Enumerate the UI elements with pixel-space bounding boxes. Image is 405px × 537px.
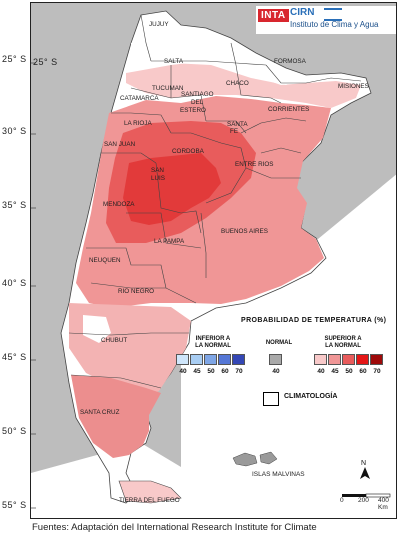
legend-value-below-70: 70: [235, 368, 243, 375]
legend-swatch-normal-40: [269, 354, 282, 365]
label-corrientes: CORRIENTES: [268, 106, 309, 113]
legend-value-below-60: 60: [221, 368, 229, 375]
label-jujuy: JUJUY: [149, 21, 169, 28]
legend-value-below-50: 50: [207, 368, 215, 375]
label-san-juan: SAN JUAN: [104, 141, 136, 148]
label-entre-rios: ENTRE RIOS: [235, 161, 274, 168]
latitude-ticks: [31, 62, 36, 509]
label-la-pampa: LA PAMPA: [154, 238, 185, 245]
lat-label-45s: 45° S: [2, 352, 27, 362]
legend-title: PROBABILIDAD DE TEMPERATURA (%): [241, 317, 387, 324]
label-santa-fe-1: SANTA: [227, 121, 248, 128]
label-catamarca: CATAMARCA: [120, 95, 159, 102]
legend-swatch-below-40: [176, 354, 189, 365]
legend-above-line1: SUPERIOR A: [324, 336, 362, 342]
wave-icon: [324, 8, 342, 21]
legend-swatch-below-70: [232, 354, 245, 365]
lat-label-55s: 55° S: [2, 500, 27, 510]
lat-label-40s: 40° S: [2, 278, 27, 288]
legend-value-below-40: 40: [179, 368, 187, 375]
label-tierra-del-fuego: TIERRA DEL FUEGO: [119, 497, 180, 504]
argentina-map: JUJUY SALTA FORMOSA CHACO MISIONES CATAM…: [31, 3, 396, 518]
legend-value-above-60: 60: [359, 368, 367, 375]
lat-label-35s: 35° S: [2, 200, 27, 210]
atlantic-ocean-south: [181, 243, 396, 518]
legend-swatch-above-60: [356, 354, 369, 365]
scale-label-0: 0: [340, 497, 344, 504]
label-santa-cruz: SANTA CRUZ: [80, 409, 120, 416]
legend-value-normal-40: 40: [272, 368, 280, 375]
legend-above-line2: LA NORMAL: [325, 343, 361, 349]
scale-label-200: 200: [358, 497, 369, 504]
legend-swatch-above-40: [314, 354, 327, 365]
legend-swatch-below-50: [204, 354, 217, 365]
legend-normal-header: NORMAL: [265, 340, 293, 346]
north-label: N: [361, 460, 366, 467]
legend-value-above-40: 40: [317, 368, 325, 375]
label-santa-fe-2: FE: [230, 128, 238, 135]
tierra-del-fuego: [118, 480, 182, 504]
label-la-rioja: LA RIOJA: [124, 120, 152, 127]
label-santiago-2: DEL: [191, 99, 204, 106]
legend-below-line2: LA NORMAL: [195, 343, 231, 349]
label-san-luis-1: SAN: [151, 167, 164, 174]
label-rio-negro: RIO NEGRO: [118, 288, 154, 295]
legend-swatch-above-70: [370, 354, 383, 365]
label-islas-malvinas: ISLAS MALVINAS: [252, 471, 305, 478]
label-chubut: CHUBUT: [101, 337, 127, 344]
climatology-label: CLIMATOLOGÍA: [284, 393, 338, 400]
prob-zone-above-40-north: [126, 61, 361, 108]
legend-swatch-above-50: [342, 354, 355, 365]
label-santiago-3: ESTERO: [180, 107, 206, 114]
label-neuquen: NEUQUEN: [89, 257, 121, 264]
label-salta: SALTA: [164, 58, 184, 65]
label-san-luis-2: LUIS: [151, 175, 165, 182]
legend-swatch-above-45: [328, 354, 341, 365]
label-tucuman: TUCUMAN: [152, 85, 184, 92]
label-santiago-1: SANTIAGO: [181, 91, 214, 98]
lat-label-50s: 50° S: [2, 426, 27, 436]
climatology-zone-north: [131, 33, 306, 85]
province-boundaries: [68, 14, 362, 389]
label-formosa: FORMOSA: [274, 58, 307, 65]
islas-malvinas: [232, 451, 278, 467]
north-arrow-icon: N: [357, 458, 373, 485]
label-mendoza: MENDOZA: [103, 201, 135, 208]
lat-label-25s: 25° S: [2, 54, 27, 64]
prob-zone-above-45-santacruz: [71, 375, 161, 458]
map-frame: JUJUY SALTA FORMOSA CHACO MISIONES CATAM…: [30, 2, 397, 519]
label-misiones: MISIONES: [338, 83, 369, 90]
legend-value-below-45: 45: [193, 368, 201, 375]
lat-label-30s: 30° S: [2, 126, 27, 136]
institute-name: Instituto de Clima y Agua: [290, 20, 379, 29]
label-buenos-aires: BUENOS AIRES: [221, 228, 268, 235]
lat-label-25: 25° S: [33, 57, 58, 67]
legend-above-header: SUPERIOR A LA NORMAL: [313, 336, 373, 350]
legend-value-above-50: 50: [345, 368, 353, 375]
label-chaco: CHACO: [226, 80, 249, 87]
scale-bar: [340, 488, 396, 506]
climatology-swatch: [263, 392, 279, 406]
legend-swatch-below-45: [190, 354, 203, 365]
source-note: Fuentes: Adaptación del International Re…: [32, 522, 317, 533]
legend-below-line1: INFERIOR A: [195, 336, 231, 342]
climatology-zone-chubut: [83, 315, 111, 343]
inta-logo: INTA CIRN Instituto de Clima y Agua: [256, 6, 396, 34]
label-cordoba: CORDOBA: [172, 148, 205, 155]
cirn-text: CIRN: [290, 7, 315, 18]
legend-value-above-45: 45: [331, 368, 339, 375]
inta-badge: INTA: [258, 9, 289, 22]
legend-value-above-70: 70: [373, 368, 381, 375]
legend-swatch-below-60: [218, 354, 231, 365]
prob-zone-above-60: [123, 153, 221, 225]
legend-below-header: INFERIOR A LA NORMAL: [183, 336, 243, 350]
scale-label-400: 400 Km: [378, 497, 389, 511]
